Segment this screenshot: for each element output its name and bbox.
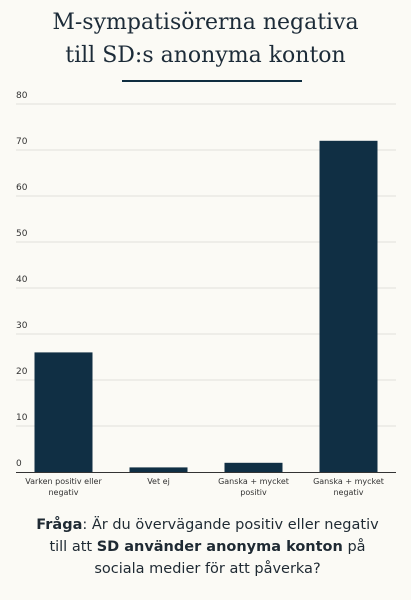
question-text: Fråga: Är du övervägande positiv eller n…: [20, 514, 395, 580]
bar: [34, 352, 93, 472]
title-line-2: till SD:s anonyma konton: [65, 43, 346, 68]
x-tick-label-line: Ganska + mycket: [313, 477, 384, 486]
y-tick-label: 10: [16, 413, 28, 423]
x-tick-label-line: Varken positiv eller: [25, 477, 102, 486]
y-tick-label: 60: [16, 183, 28, 193]
question-label: Fråga: [36, 517, 83, 533]
y-tick-label: 0: [16, 459, 22, 469]
x-tick-label-line: Ganska + mycket: [218, 477, 289, 486]
question-part-3: på: [342, 539, 366, 555]
y-tick-label: 70: [16, 137, 28, 147]
y-tick-label: 80: [16, 91, 28, 101]
x-tick-label-line: negativ: [333, 488, 363, 497]
x-tick-label-line: negativ: [48, 488, 78, 497]
chart-title: M-sympatisörerna negativa till SD:s anon…: [0, 6, 411, 72]
y-tick-label: 40: [16, 275, 28, 285]
x-tick-label-line: positiv: [240, 488, 267, 497]
x-tick-label: Ganska + mycket positiv: [218, 477, 289, 497]
question-part-2: till att: [49, 539, 97, 555]
bar: [319, 140, 378, 473]
y-tick-label: 30: [16, 321, 28, 331]
question-part-1: : Är du övervägande positiv eller negati…: [82, 517, 379, 533]
question-part-4: sociala medier för att påverka?: [94, 561, 321, 577]
x-tick-label-line: Vet ej: [147, 477, 170, 486]
bar: [224, 462, 283, 472]
y-tick-label: 50: [16, 229, 28, 239]
x-tick-label: Varken positiv eller negativ: [25, 477, 102, 497]
x-tick-label: Vet ej: [147, 477, 170, 486]
title-underline: [122, 80, 302, 82]
question-highlight: SD använder anonyma konton: [96, 539, 343, 555]
y-tick-label: 20: [16, 367, 28, 377]
x-tick-label: Ganska + mycket negativ: [313, 477, 384, 497]
bar: [129, 467, 188, 472]
title-line-1: M-sympatisörerna negativa: [52, 10, 359, 35]
